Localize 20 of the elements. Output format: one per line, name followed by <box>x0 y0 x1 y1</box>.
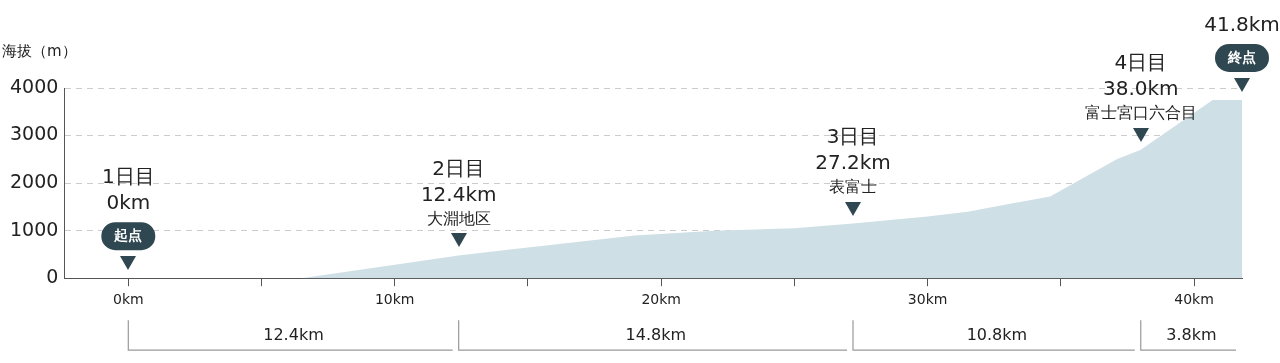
y-tick-label: 1000 <box>9 217 59 240</box>
x-tick-label: 10km <box>374 291 415 308</box>
x-tick-label: 20km <box>641 291 681 308</box>
y-tick-label: 2000 <box>9 170 59 193</box>
text: 10.8km <box>966 325 1028 345</box>
annotation: 1日目 0km 起点 <box>101 164 155 243</box>
y-tick-label: 4000 <box>9 74 59 97</box>
annotation: 2日目 12.4km 大淵地区 <box>420 155 497 228</box>
y-tick-label: 0 <box>46 265 59 288</box>
x-tick-label: 40km <box>1174 291 1214 308</box>
annotation: 41.8km 終点 <box>1204 12 1280 65</box>
annotation: 3日目 27.2km 表富士 <box>815 123 891 196</box>
text: 12.4km <box>263 325 324 345</box>
y-tick-label: 3000 <box>9 122 59 145</box>
annotation: 4日目 38.0km 富士宮口六合目 <box>1084 50 1197 122</box>
text: 14.8km <box>625 325 687 345</box>
y-axis-title: 海拔（m） <box>2 41 77 60</box>
text: 3.8km <box>1166 325 1217 345</box>
x-tick-label: 0km <box>112 291 144 308</box>
x-tick-label: 30km <box>907 291 948 308</box>
